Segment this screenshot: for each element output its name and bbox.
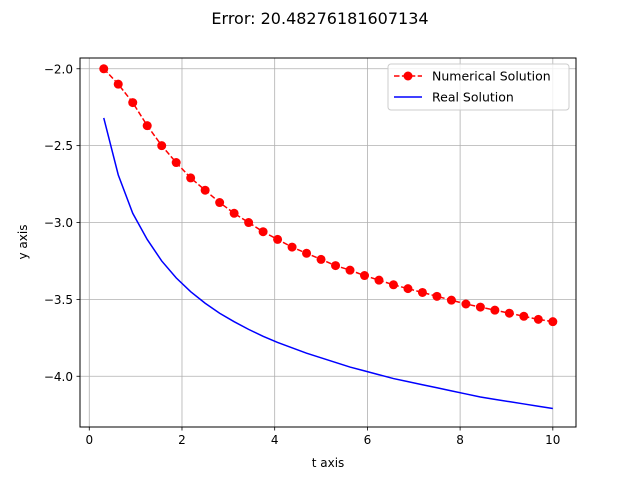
numerical-solution-point xyxy=(215,198,225,208)
numerical-solution-point xyxy=(186,173,196,183)
numerical-solution-point xyxy=(171,158,181,168)
numerical-solution-point xyxy=(157,141,167,151)
legend-box xyxy=(387,63,570,111)
numerical-solution-point xyxy=(273,234,283,244)
numerical-solution-point xyxy=(519,311,529,321)
x-axis-ticks: 0 2 4 6 8 10 xyxy=(85,427,560,447)
x-tick-label: 8 xyxy=(456,433,464,447)
x-tick-label: 0 xyxy=(85,433,93,447)
numerical-solution-point xyxy=(403,284,413,294)
numerical-solution-point xyxy=(504,308,514,318)
numerical-solution-point xyxy=(142,121,152,131)
grid xyxy=(80,58,576,427)
x-tick-label: 4 xyxy=(271,433,279,447)
numerical-solution-point xyxy=(548,317,558,327)
numerical-solution-point xyxy=(244,218,254,228)
numerical-solution-point xyxy=(113,79,123,89)
y-tick-label: −3.0 xyxy=(44,216,73,230)
legend-numerical-label: Numerical Solution xyxy=(432,69,551,84)
y-tick-label: −2.5 xyxy=(44,139,73,153)
numerical-solution-point xyxy=(302,248,312,258)
numerical-solution-point xyxy=(128,98,138,108)
real-solution-line xyxy=(103,117,553,410)
x-tick-label: 10 xyxy=(545,433,560,447)
y-axis-ticks: −4.0 −3.5 −3.0 −2.5 −2.0 xyxy=(44,62,80,384)
plot-area xyxy=(99,64,558,410)
numerical-solution-point xyxy=(475,302,485,312)
axes-frame xyxy=(79,57,577,428)
legend-real-label: Real Solution xyxy=(432,90,514,105)
numerical-solution-point xyxy=(417,287,427,297)
numerical-solution-point xyxy=(99,64,109,74)
y-tick-label: −4.0 xyxy=(44,370,73,384)
numerical-solution-point xyxy=(446,295,456,305)
chart-title: Error: 20.48276181607134 xyxy=(211,9,428,28)
numerical-solution-point xyxy=(229,208,239,218)
y-tick-label: −2.0 xyxy=(44,62,73,76)
numerical-solution-point xyxy=(316,254,326,264)
numerical-solution-point xyxy=(490,305,500,315)
y-tick-label: −3.5 xyxy=(44,293,73,307)
numerical-solution-point xyxy=(360,271,370,281)
numerical-solution-point xyxy=(461,299,471,309)
numerical-solution-point xyxy=(287,242,297,252)
numerical-solution-point xyxy=(374,275,384,285)
numerical-solution-point xyxy=(345,265,355,275)
numerical-solution-point xyxy=(388,280,398,290)
x-axis-label: t axis xyxy=(312,456,345,470)
x-tick-label: 2 xyxy=(178,433,186,447)
numerical-solution-point xyxy=(200,185,210,195)
numerical-solution-point xyxy=(331,261,341,271)
numerical-solution-point xyxy=(258,227,268,237)
legend-numerical-marker xyxy=(403,71,413,81)
legend: Numerical Solution Real Solution xyxy=(387,63,570,111)
y-axis-label: y axis xyxy=(16,225,30,260)
x-tick-label: 6 xyxy=(364,433,372,447)
numerical-solution-point xyxy=(432,291,442,301)
numerical-solution-point xyxy=(533,314,543,324)
